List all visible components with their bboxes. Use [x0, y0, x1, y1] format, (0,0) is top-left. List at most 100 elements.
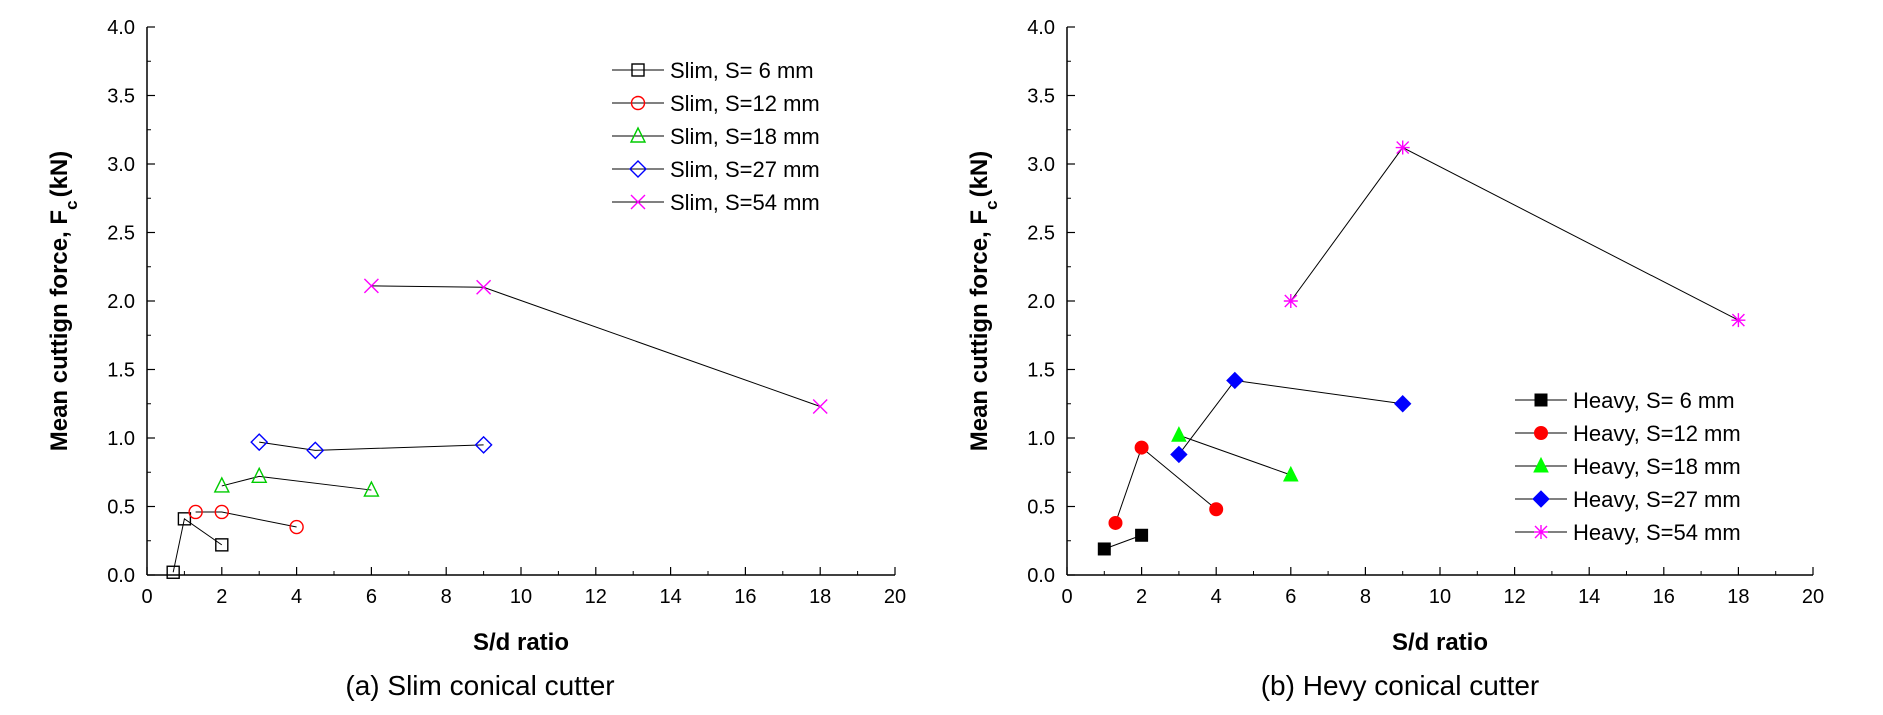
series-line-3 [221, 475, 372, 491]
data-point [363, 278, 379, 294]
x-tick-label: 14 [1578, 586, 1600, 608]
legend-b: Heavy, S= 6 mm Heavy, S=12 mm Heavy, S=18 … [1515, 388, 1741, 545]
legend-label: Slim, S=18 mm [670, 124, 820, 149]
series-line-4 [259, 441, 484, 451]
y-tick-label: 0.0 [107, 565, 135, 587]
legend-marker [629, 160, 647, 178]
legend-marker [630, 194, 646, 210]
chart-panel-a: 0 2 4 6 8 10 12 14 16 18 20 0.0 0.5 1.0 1.5 2.0 2.5 3.0 3.… [46, 17, 906, 701]
chart-panel-b: 0 2 4 6 8 10 12 14 16 18 20 0.0 0.5 1.0 1.5 2.0 2.5 3.0 3.… [966, 17, 1824, 701]
x-tick-label: 10 [1429, 586, 1451, 608]
y-axis-title-b: Mean cuttign force, Fc (kN) [966, 151, 1001, 452]
data-point [474, 435, 493, 454]
x-tick-label: 8 [441, 586, 452, 608]
data-point [214, 504, 230, 520]
y-tick-label: 1.0 [1027, 428, 1055, 450]
legend-label: Heavy, S=18 mm [1573, 454, 1741, 479]
data-point [1282, 465, 1299, 482]
legend-label: Slim, S=27 mm [670, 157, 820, 182]
x-tick-label: 6 [366, 586, 377, 608]
legend-marker [1534, 426, 1548, 440]
legend-marker [1534, 525, 1548, 539]
x-tick-label: 16 [734, 586, 756, 608]
data-point [188, 504, 203, 520]
y-tick-label: 3.0 [107, 154, 135, 176]
x-tick-label: 18 [809, 586, 831, 608]
data-point [476, 279, 492, 295]
data-point [215, 538, 229, 552]
data-point [1097, 542, 1111, 556]
y-axis-title-unit-b: (kN) [966, 151, 993, 198]
x-tick-label: 10 [510, 586, 532, 608]
x-axis-title-a: S/d ratio [473, 629, 569, 656]
x-tick-label: 4 [1211, 586, 1222, 608]
data-point [306, 441, 325, 460]
x-tick-label: 20 [884, 586, 906, 608]
plot-area-a: 0 2 4 6 8 10 12 14 16 18 20 0.0 0.5 1.0 1.5 2.0 2.5 3.0 3.… [107, 17, 906, 608]
data-point [289, 519, 304, 535]
y-tick-label: 1.5 [1027, 360, 1055, 382]
legend-a: Slim, S= 6 mm Slim, S=12 mm Slim, S=18 mm S… [612, 58, 820, 215]
y-tick-label: 4.0 [107, 17, 135, 39]
x-tick-label: 0 [141, 586, 152, 608]
data-point [1393, 395, 1412, 413]
caption-b: (b) Hevy conical cutter [1261, 670, 1540, 701]
data-point [1170, 445, 1188, 464]
legend-marker [1533, 456, 1549, 473]
x-axis-title-b: S/d ratio [1392, 629, 1488, 656]
series-line-4 [1178, 379, 1403, 455]
y-axis-title-a: Mean cuttign force, Fc (kN) [46, 151, 81, 452]
y-axis-title-main-a: Mean cuttign force, F [46, 210, 73, 451]
data-point [363, 480, 380, 497]
x-tick-label: 20 [1802, 586, 1824, 608]
y-axis-title-main-b: Mean cuttign force, F [966, 210, 993, 451]
legend-label: Heavy, S=54 mm [1573, 520, 1741, 545]
data-point [250, 433, 269, 452]
y-tick-label: 3.5 [107, 86, 135, 108]
x-tick-label: 0 [1061, 586, 1072, 608]
y-tick-label: 2.5 [107, 223, 135, 245]
data-point [1283, 294, 1298, 308]
y-tick-label: 0.5 [1027, 497, 1055, 519]
legend-marker [629, 126, 647, 143]
plot-area-b: 0 2 4 6 8 10 12 14 16 18 20 0.0 0.5 1.0 1.5 2.0 2.5 3.0 3.… [1027, 17, 1824, 608]
data-point [1108, 515, 1123, 530]
y-tick-label: 4.0 [1027, 17, 1055, 39]
data-point [1135, 528, 1149, 542]
y-tick-label: 0.0 [1027, 565, 1055, 587]
y-tick-label: 3.0 [1027, 154, 1055, 176]
x-tick-label: 6 [1285, 586, 1296, 608]
y-tick-label: 1.0 [107, 428, 135, 450]
x-tick-label: 12 [585, 586, 607, 608]
legend-label: Heavy, S= 6 mm [1573, 388, 1735, 413]
data-point [166, 565, 180, 579]
x-tick-label: 2 [1136, 586, 1147, 608]
legend-marker [630, 95, 646, 111]
data-point [251, 466, 268, 484]
x-tick-label: 18 [1727, 586, 1749, 608]
x-tick-label: 16 [1653, 586, 1675, 608]
legend-marker [631, 63, 645, 77]
x-tick-label: 14 [659, 586, 681, 608]
series-line-5 [1290, 146, 1739, 321]
y-tick-label: 2.5 [1027, 223, 1055, 245]
y-tick-label: 3.5 [1027, 86, 1055, 108]
x-tick-label: 4 [291, 586, 302, 608]
data-point [1395, 140, 1410, 155]
legend-label: Heavy, S=12 mm [1573, 421, 1741, 446]
data-point [213, 476, 230, 493]
y-tick-label: 1.5 [107, 360, 135, 382]
legend-label: Slim, S= 6 mm [670, 58, 814, 83]
data-point [812, 398, 828, 414]
data-point [1171, 426, 1187, 442]
data-point [177, 512, 192, 526]
legend-label: Heavy, S=27 mm [1573, 487, 1741, 512]
legend-marker [1534, 393, 1548, 407]
legend-label: Slim, S=12 mm [670, 91, 820, 116]
data-point [1134, 440, 1149, 455]
y-axis-title-unit-a: (kN) [46, 151, 73, 198]
legend-marker [1532, 490, 1550, 508]
legend-label: Slim, S=54 mm [670, 190, 820, 215]
series-line-1 [172, 517, 223, 573]
